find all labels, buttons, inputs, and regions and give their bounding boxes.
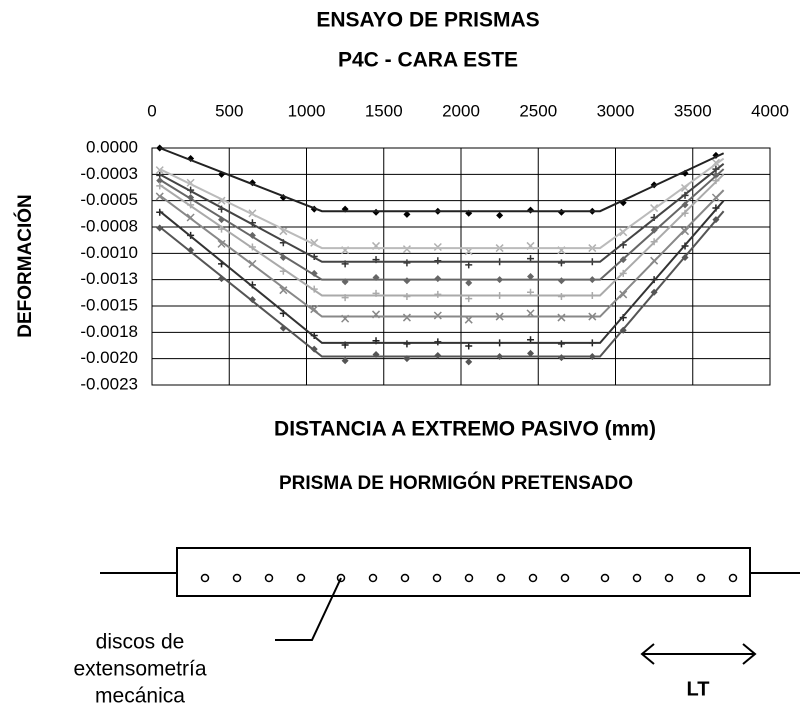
marker (434, 352, 442, 360)
disc (496, 573, 506, 583)
marker (403, 277, 411, 285)
trend-line (159, 210, 725, 358)
disc (296, 573, 306, 583)
marker (403, 210, 411, 218)
leader-line (275, 577, 342, 641)
x-tick-label: 4000 (751, 101, 789, 120)
disc (632, 573, 642, 583)
marker (217, 239, 226, 248)
y-axis-label: DEFORMACIÓN (14, 194, 36, 338)
marker (433, 242, 442, 252)
marker (402, 245, 411, 254)
disc (200, 573, 210, 583)
disc (368, 573, 378, 583)
marker (557, 277, 565, 285)
marker (403, 259, 411, 267)
trend-line (159, 173, 725, 297)
label-line: discos de (96, 631, 185, 654)
marker (527, 206, 535, 214)
marker (433, 311, 442, 320)
x-tick-label: 1500 (365, 101, 403, 120)
diagram-title: PRISMA DE HORMIGÓN PRETENSADO (279, 472, 633, 494)
chart-title: P4C - CARA ESTE (338, 49, 518, 72)
disc (400, 573, 410, 583)
marker (557, 340, 565, 348)
trend-line (159, 147, 725, 213)
marker (557, 208, 565, 216)
marker (496, 211, 504, 219)
y-tick-label: -0.0023 (80, 374, 138, 393)
y-tick-label: -0.0010 (80, 243, 138, 262)
x-tick-label: 0 (147, 101, 156, 120)
marker (557, 313, 566, 322)
marker (279, 286, 288, 295)
lt-arrow (640, 643, 757, 665)
marker (619, 290, 628, 299)
marker (434, 338, 442, 346)
marker (402, 313, 411, 322)
y-tick-label: -0.0003 (80, 164, 138, 183)
disc (264, 573, 274, 583)
y-tick-label: -0.0008 (80, 216, 138, 235)
disc (528, 573, 538, 583)
x-tick-label: 3500 (674, 101, 712, 120)
marker (403, 340, 411, 348)
marker (557, 293, 565, 301)
discs (200, 573, 738, 583)
disc (464, 573, 474, 583)
plot-border (151, 147, 771, 386)
marker (403, 293, 411, 301)
diagram: PRISMA DE HORMIGÓN PRETENSADO discos de … (73, 472, 800, 708)
trend-line (159, 163, 725, 263)
disc (432, 573, 442, 583)
marker (527, 273, 535, 281)
x-axis-label: DISTANCIA A EXTREMO PASIVO (mm) (274, 418, 656, 441)
x-tick-label: 3000 (597, 101, 635, 120)
label-line: extensometría (73, 658, 206, 681)
disc (560, 573, 570, 583)
y-tick-label: -0.0018 (80, 322, 138, 341)
disc (232, 573, 242, 583)
y-tick-label: 0.0000 (86, 137, 138, 156)
disc (600, 573, 610, 583)
marker (465, 358, 473, 366)
disc (696, 573, 706, 583)
trend-line (159, 168, 725, 281)
x-tick-label: 2000 (442, 101, 480, 120)
label-line: mecánica (95, 685, 185, 708)
trend-line (159, 189, 725, 318)
prism (176, 547, 751, 597)
marker (434, 275, 442, 283)
marker (557, 354, 565, 362)
y-tick-label: -0.0015 (80, 295, 138, 314)
marker (372, 208, 380, 216)
marker (527, 349, 535, 357)
y-tick-label: -0.0013 (80, 269, 138, 288)
marker (341, 357, 349, 365)
y-tick-label: -0.0020 (80, 348, 138, 367)
y-tick-label: -0.0005 (80, 190, 138, 209)
x-tick-label: 2500 (519, 101, 557, 120)
marker (557, 259, 565, 267)
disc (664, 573, 674, 583)
marker (680, 227, 690, 236)
marker (465, 279, 473, 287)
marker (434, 290, 442, 298)
marker (434, 257, 442, 265)
x-tick-label: 1000 (288, 101, 326, 120)
chart-title: ENSAYO DE PRISMAS (316, 9, 539, 32)
trend-line (159, 200, 725, 344)
lt-label: LT (687, 678, 710, 700)
trend-line (159, 157, 725, 250)
x-tick-label: 500 (215, 101, 243, 120)
disc (728, 573, 738, 583)
